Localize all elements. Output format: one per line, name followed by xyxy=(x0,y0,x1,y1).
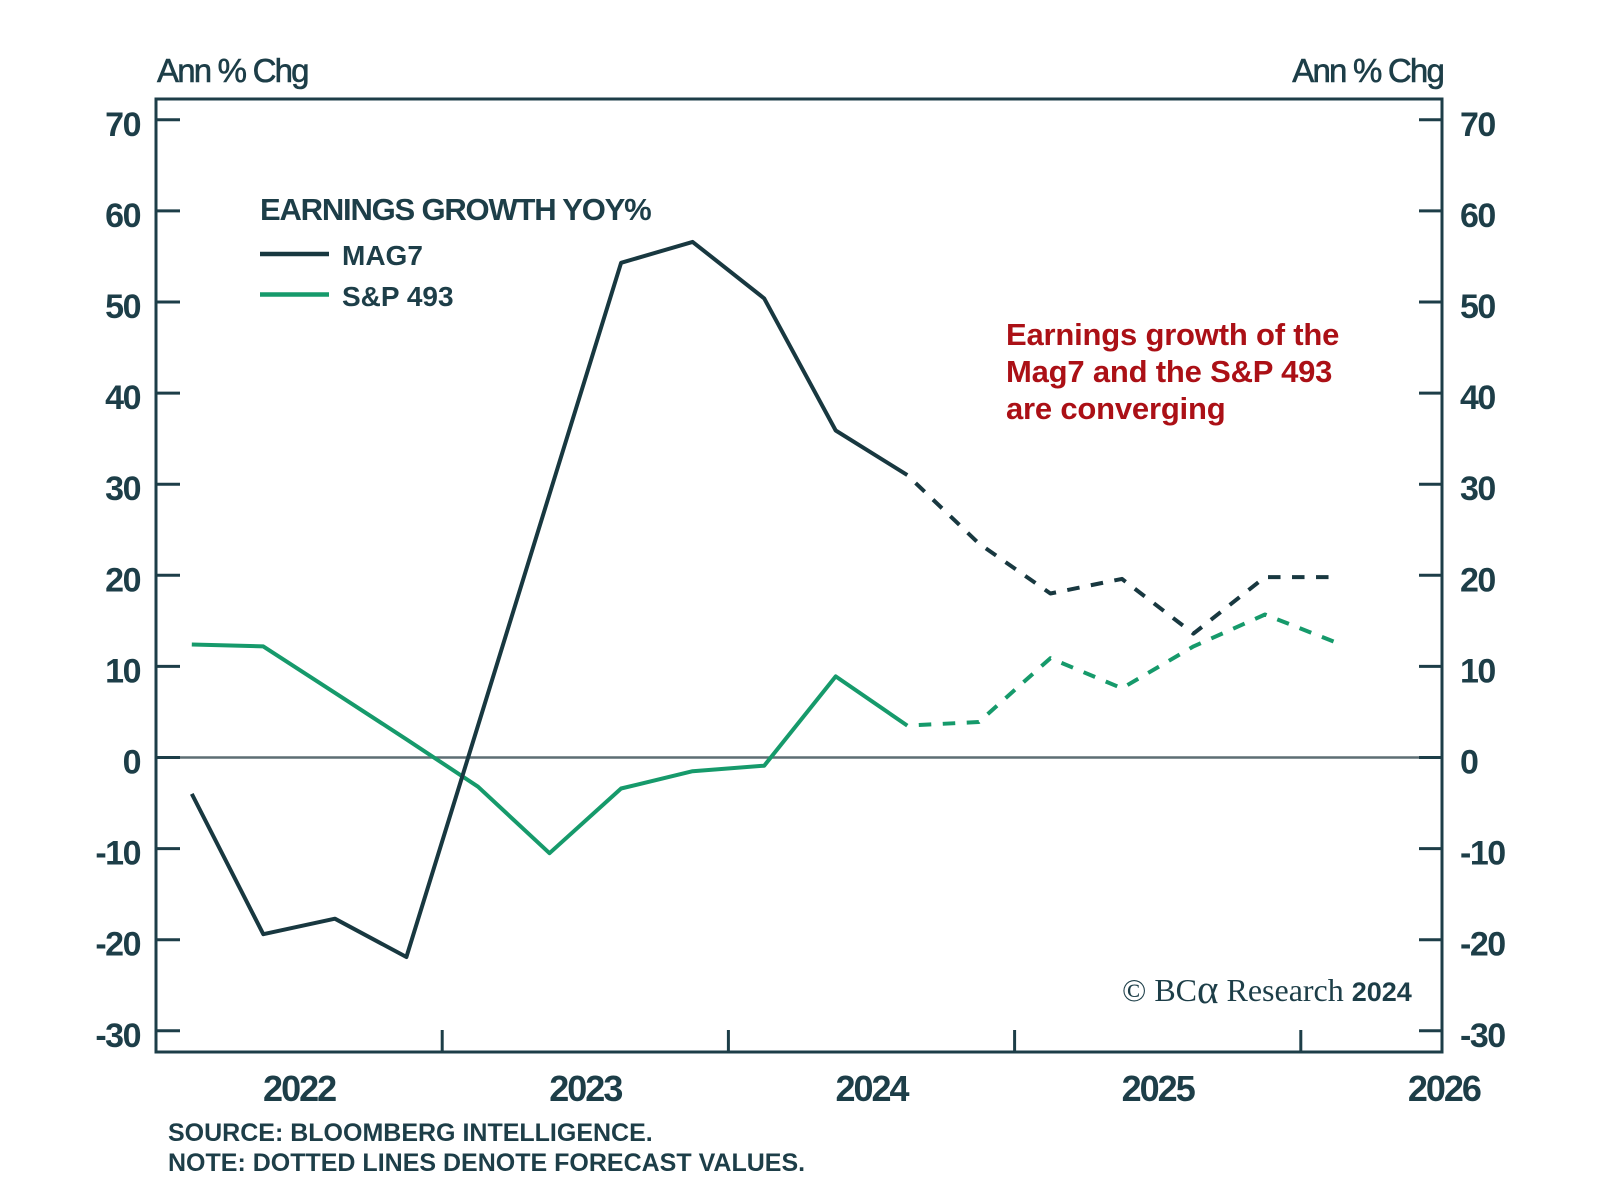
svg-text:Earnings growth of the: Earnings growth of the xyxy=(1006,317,1339,352)
svg-text:20: 20 xyxy=(1460,561,1495,599)
svg-text:-20: -20 xyxy=(1460,926,1505,964)
svg-text:40: 40 xyxy=(1460,379,1495,417)
svg-text:70: 70 xyxy=(105,106,140,144)
svg-text:2024: 2024 xyxy=(835,1068,909,1109)
svg-text:2023: 2023 xyxy=(549,1068,622,1109)
svg-text:30: 30 xyxy=(1460,470,1495,508)
svg-text:-10: -10 xyxy=(95,835,140,873)
svg-text:50: 50 xyxy=(1460,288,1495,326)
svg-text:70: 70 xyxy=(1460,106,1495,144)
svg-text:NOTE: DOTTED LINES DENOTE FORE: NOTE: DOTTED LINES DENOTE FORECAST VALUE… xyxy=(168,1149,805,1177)
svg-text:60: 60 xyxy=(105,197,140,235)
svg-text:30: 30 xyxy=(105,470,140,508)
svg-text:50: 50 xyxy=(105,288,140,326)
svg-text:Mag7 and the S&P 493: Mag7 and the S&P 493 xyxy=(1006,354,1332,389)
svg-text:-20: -20 xyxy=(95,926,140,964)
svg-text:MAG7: MAG7 xyxy=(342,240,423,271)
svg-text:20: 20 xyxy=(105,561,140,599)
svg-text:-30: -30 xyxy=(95,1017,140,1055)
svg-text:-30: -30 xyxy=(1460,1017,1505,1055)
svg-text:SOURCE: BLOOMBERG INTELLIGENCE: SOURCE: BLOOMBERG INTELLIGENCE. xyxy=(168,1119,653,1147)
svg-text:60: 60 xyxy=(1460,197,1495,235)
svg-text:Ann % Chg: Ann % Chg xyxy=(1292,52,1443,89)
svg-text:40: 40 xyxy=(105,379,140,417)
svg-text:Ann % Chg: Ann % Chg xyxy=(157,52,308,89)
svg-text:2025: 2025 xyxy=(1122,1068,1196,1109)
svg-text:10: 10 xyxy=(1460,652,1495,690)
svg-text:0: 0 xyxy=(123,744,141,782)
svg-text:2022: 2022 xyxy=(263,1068,336,1109)
svg-text:S&P 493: S&P 493 xyxy=(342,281,454,312)
svg-text:2026: 2026 xyxy=(1408,1068,1481,1109)
svg-text:EARNINGS GROWTH YOY%: EARNINGS GROWTH YOY% xyxy=(260,192,651,227)
svg-text:0: 0 xyxy=(1460,744,1478,782)
svg-text:are converging: are converging xyxy=(1006,391,1225,426)
svg-text:© BCα Research 2024: © BCα Research 2024 xyxy=(1122,966,1412,1012)
svg-text:10: 10 xyxy=(105,652,140,690)
svg-text:-10: -10 xyxy=(1460,835,1505,873)
